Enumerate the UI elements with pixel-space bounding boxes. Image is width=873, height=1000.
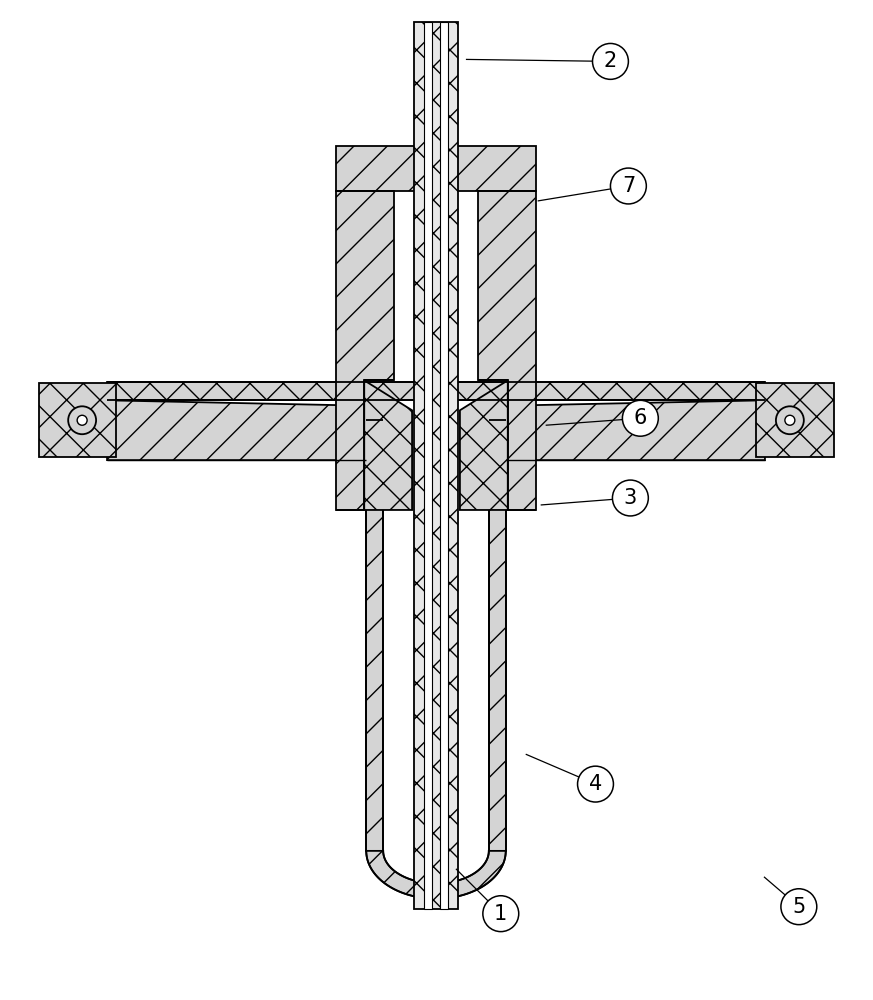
- Circle shape: [483, 896, 519, 932]
- Polygon shape: [489, 420, 505, 851]
- Circle shape: [622, 400, 658, 436]
- Text: 5: 5: [792, 897, 806, 917]
- Polygon shape: [505, 400, 765, 460]
- Polygon shape: [39, 383, 116, 457]
- Circle shape: [776, 406, 804, 434]
- Polygon shape: [336, 191, 394, 510]
- Polygon shape: [367, 851, 505, 899]
- Polygon shape: [414, 22, 458, 909]
- Text: 1: 1: [494, 904, 507, 924]
- Polygon shape: [336, 146, 536, 191]
- Polygon shape: [460, 380, 508, 510]
- Circle shape: [781, 889, 817, 925]
- Circle shape: [785, 415, 794, 425]
- Text: 3: 3: [623, 488, 637, 508]
- Polygon shape: [424, 22, 432, 909]
- Polygon shape: [478, 191, 536, 510]
- Text: 4: 4: [589, 774, 602, 794]
- Text: 7: 7: [622, 176, 635, 196]
- Polygon shape: [364, 380, 412, 510]
- Polygon shape: [489, 400, 519, 454]
- Text: 2: 2: [604, 51, 617, 71]
- Polygon shape: [107, 382, 765, 400]
- Circle shape: [578, 766, 614, 802]
- Circle shape: [77, 415, 87, 425]
- Circle shape: [68, 406, 96, 434]
- Polygon shape: [107, 400, 367, 460]
- Polygon shape: [756, 383, 834, 457]
- Circle shape: [593, 43, 629, 79]
- Polygon shape: [440, 22, 448, 909]
- Polygon shape: [367, 420, 383, 851]
- Text: 6: 6: [634, 408, 647, 428]
- Circle shape: [613, 480, 649, 516]
- Circle shape: [610, 168, 646, 204]
